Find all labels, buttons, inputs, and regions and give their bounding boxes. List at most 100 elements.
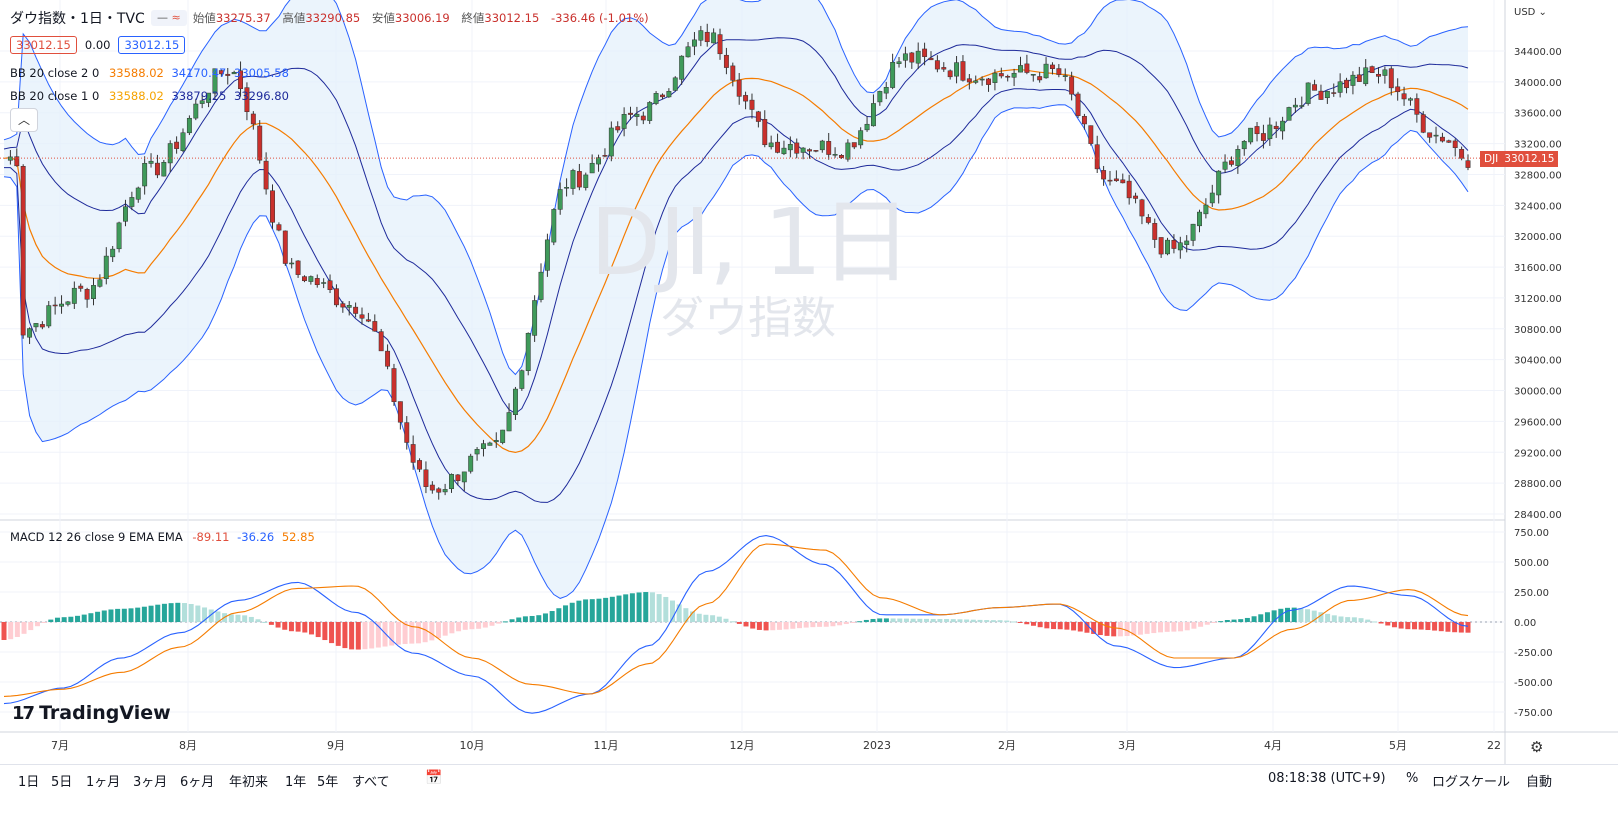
macd-hist-bar — [1358, 618, 1364, 622]
candle-body — [1408, 98, 1413, 101]
macd-hist-bar — [750, 622, 756, 629]
chart-canvas[interactable]: 28400.00 28800.00 29200.00 29600.00 30000.00… — [0, 0, 1618, 764]
candle-body — [1037, 76, 1043, 81]
range-button-7[interactable]: 5年 — [317, 775, 339, 790]
candle-body — [1382, 69, 1388, 76]
tradingview-logo[interactable]: 𝟭𝟳 TradingView — [12, 702, 171, 724]
macd-hist-bar — [442, 622, 448, 636]
y-tick-label: 30800.00 — [1514, 325, 1562, 336]
candle-body — [353, 306, 359, 314]
candle-body — [717, 34, 723, 55]
currency-selector[interactable]: USD ⌄ — [1514, 7, 1547, 18]
candle-body — [1337, 81, 1343, 93]
candle-body — [1235, 149, 1241, 167]
percent-toggle[interactable]: % — [1406, 771, 1419, 786]
macd-hist-bar — [315, 622, 321, 638]
range-button-8[interactable]: すべて — [352, 775, 390, 790]
sell-button[interactable]: 33012.15 — [10, 36, 77, 54]
candle-body — [321, 282, 327, 284]
y-tick-label: 34400.00 — [1514, 47, 1562, 58]
candle-body — [1120, 179, 1126, 184]
range-button-4[interactable]: 6ヶ月 — [180, 775, 215, 790]
candle-body — [212, 68, 218, 94]
candle-body — [621, 114, 627, 129]
macd-hist-bar — [422, 622, 428, 643]
candle-body — [461, 471, 467, 483]
clock-readout[interactable]: 08:18:38 (UTC+9) — [1268, 771, 1386, 786]
macd-hist-bar — [1117, 622, 1123, 637]
macd-hist-bar — [897, 618, 903, 622]
macd-hist-bar — [710, 615, 716, 622]
y-tick-label: 34000.00 — [1514, 78, 1562, 89]
candle-body — [391, 368, 397, 403]
bb1-legend[interactable]: BB 20 close 1 0 33588.02 33879.25 33296.… — [10, 89, 289, 103]
signal-line — [3, 543, 1469, 697]
macd-hist-bar — [542, 613, 548, 622]
symbol-title[interactable]: ダウ指数・1日・TVC — [10, 11, 145, 27]
candle-body — [1312, 84, 1318, 91]
range-button-1[interactable]: 5日 — [51, 775, 73, 790]
collapse-legend-button[interactable]: ︿ — [10, 108, 38, 132]
candle-body — [174, 141, 180, 149]
candle-body — [385, 350, 391, 367]
date-range-icon[interactable]: 📅 — [425, 770, 443, 786]
macd-hist-bar — [369, 622, 375, 649]
range-button-2[interactable]: 1ヶ月 — [86, 775, 121, 790]
candle-body — [1350, 74, 1356, 86]
macd-hist-bar — [1271, 610, 1277, 622]
candle-body — [1209, 192, 1215, 204]
candle-body — [14, 156, 20, 167]
macd-hist-bar — [489, 622, 495, 626]
candle-body — [276, 224, 282, 231]
range-button-3[interactable]: 3ヶ月 — [133, 775, 168, 790]
compare-toggle-icon[interactable]: — ≈ — [150, 10, 187, 26]
macd-hist-bar — [121, 608, 127, 622]
macd-hist-bar — [288, 622, 294, 632]
candle-body — [225, 73, 231, 76]
macd-hist-bar — [977, 619, 983, 622]
bb2-legend[interactable]: BB 20 close 2 0 33588.02 34170.47 33005.… — [10, 66, 289, 80]
macd-hist-bar — [322, 622, 328, 641]
candle-body — [1011, 72, 1017, 78]
macd-hist-bar — [730, 621, 736, 623]
buy-button[interactable]: 33012.15 — [118, 36, 186, 54]
x-tick-label: 9月 — [327, 739, 345, 752]
range-button-0[interactable]: 1日 — [18, 775, 40, 790]
candle-body — [378, 331, 384, 352]
log-scale-toggle[interactable]: ログスケール — [1432, 775, 1511, 790]
candle-body — [519, 370, 525, 389]
macd-legend[interactable]: MACD 12 26 close 9 EMA EMA -89.11 -36.26… — [10, 530, 315, 544]
macd-hist-bar — [349, 622, 355, 650]
candle-body — [7, 156, 13, 161]
macd-hist-bar — [456, 622, 462, 632]
macd-hist-bar — [1017, 622, 1023, 623]
range-button-5[interactable]: 年初来 — [229, 775, 269, 790]
x-tick-label: 11月 — [594, 739, 619, 752]
auto-scale-toggle[interactable]: 自動 — [1526, 775, 1553, 790]
macd-hist-bar — [248, 616, 254, 622]
candle-body — [33, 323, 39, 328]
candle-body — [1062, 75, 1068, 77]
macd-hist-bar — [1010, 621, 1016, 623]
candle-body — [1459, 149, 1465, 159]
candle-body — [819, 140, 825, 151]
macd-hist-bar — [1171, 622, 1177, 632]
macd-hist-bar — [389, 622, 395, 646]
settings-gear-icon[interactable]: ⚙ — [1530, 738, 1544, 756]
x-tick-label: 4月 — [1264, 739, 1282, 752]
macd-hist-bar — [870, 618, 876, 622]
macd-hist-bar — [1244, 617, 1250, 622]
range-button-6[interactable]: 1年 — [285, 775, 307, 790]
macd-hist-bar — [409, 622, 415, 644]
y-tick-label: 29200.00 — [1514, 448, 1562, 459]
macd-hist-bar — [8, 622, 14, 640]
macd-hist-bar — [161, 603, 167, 622]
candle-body — [807, 149, 812, 152]
candle-body — [231, 72, 237, 75]
candle-body — [142, 163, 148, 187]
watermark-symbol: DJI, 1日 — [590, 189, 912, 296]
candle-body — [289, 262, 295, 265]
low-value: 33006.19 — [394, 11, 450, 25]
candle-body — [1216, 170, 1222, 196]
macd-hist-bar — [850, 622, 856, 623]
